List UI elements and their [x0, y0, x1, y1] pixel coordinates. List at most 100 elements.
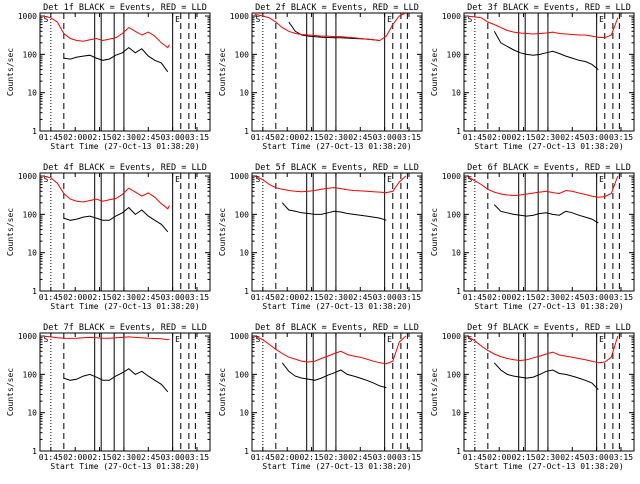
- y-tick-label: 10: [239, 89, 249, 98]
- plot-frame: [463, 12, 635, 132]
- x-tick-label: 03:00: [585, 293, 609, 302]
- x-tick-label: 01:45: [463, 453, 487, 462]
- y-axis-label: Counts/sec: [218, 208, 227, 256]
- x-tick-label: 02:30: [112, 293, 136, 302]
- y-tick-label: 100: [447, 210, 462, 219]
- x-tick-label: 02:00: [487, 133, 511, 142]
- x-tick-label: 01:45: [251, 453, 275, 462]
- x-tick-label: 03:00: [161, 453, 185, 462]
- x-axis-label: Start Time (27-Oct-13 01:38:20): [50, 302, 199, 311]
- x-tick-label: 02:45: [136, 133, 160, 142]
- marker-label-S: S: [44, 15, 49, 24]
- x-axis-label: Start Time (27-Oct-13 01:38:20): [50, 142, 199, 151]
- y-tick-label: 1000: [442, 172, 461, 181]
- x-tick-label: 03:15: [397, 293, 421, 302]
- x-tick-label: 03:00: [585, 453, 609, 462]
- chart-panel-1: Det 1f BLACK = Events, RED = LLD 1 10 100 10…: [6, 3, 211, 151]
- plot-frame: [251, 12, 423, 132]
- x-tick-label: 02:30: [112, 453, 136, 462]
- series-lld-line: [254, 13, 407, 42]
- marker-label-E: E: [387, 175, 392, 184]
- y-axis-label: Counts/sec: [218, 48, 227, 96]
- series-lld-line: [42, 335, 170, 341]
- chart-panel-2: Det 2f BLACK = Events, RED = LLD 1 10 100 10…: [218, 3, 423, 151]
- series-lld-line: [42, 175, 170, 210]
- series-lld-line: [466, 15, 619, 39]
- y-tick-label: 10: [239, 409, 249, 418]
- x-tick-label: 03:00: [161, 133, 185, 142]
- marker-label-E: E: [175, 175, 180, 184]
- x-tick-label: 02:45: [560, 293, 584, 302]
- panel-title: Det 9f BLACK = Events, RED = LLD: [467, 323, 631, 333]
- x-tick-label: 02:00: [63, 133, 87, 142]
- marker-label-E: E: [599, 15, 604, 24]
- x-tick-label: 03:00: [373, 133, 397, 142]
- y-tick-label: 1: [32, 287, 37, 296]
- marker-label-S: S: [468, 335, 473, 344]
- panel-title: Det 6f BLACK = Events, RED = LLD: [467, 163, 631, 173]
- x-tick-label: 01:45: [463, 133, 487, 142]
- chart-panel-6: Det 6f BLACK = Events, RED = LLD 1 10 100 10…: [430, 163, 635, 311]
- y-tick-label: 1: [32, 447, 37, 456]
- x-tick-label: 02:15: [88, 453, 112, 462]
- plot-frame: [251, 332, 423, 452]
- series-events-line: [493, 204, 599, 224]
- x-tick-label: 01:45: [39, 293, 63, 302]
- y-tick-label: 1: [32, 127, 37, 136]
- x-tick-label: 02:15: [88, 133, 112, 142]
- x-axis-label: Start Time (27-Oct-13 01:38:20): [262, 142, 411, 151]
- y-axis-label: Counts/sec: [218, 368, 227, 416]
- x-tick-label: 02:15: [300, 453, 324, 462]
- y-tick-label: 10: [451, 249, 461, 258]
- x-axis-label: Start Time (27-Oct-13 01:38:20): [474, 142, 623, 151]
- chart-panel-3: Det 3f BLACK = Events, RED = LLD 1 10 100 10…: [430, 3, 635, 151]
- series-lld-line: [42, 15, 170, 49]
- series-events-line: [281, 362, 387, 389]
- y-axis-label: Counts/sec: [6, 208, 15, 256]
- plot-frame: [39, 12, 211, 132]
- chart-panel-5: Det 5f BLACK = Events, RED = LLD 1 10 100 10…: [218, 163, 423, 311]
- y-tick-label: 100: [235, 50, 250, 59]
- chart-panel-4: Det 4f BLACK = Events, RED = LLD 1 10 100 10…: [6, 163, 211, 311]
- series-lld-line: [466, 175, 619, 198]
- series-lld-line: [466, 335, 619, 364]
- plot-frame: [463, 332, 635, 452]
- x-tick-label: 03:00: [373, 293, 397, 302]
- x-axis-label: Start Time (27-Oct-13 01:38:20): [262, 302, 411, 311]
- x-axis-label: Start Time (27-Oct-13 01:38:20): [50, 462, 199, 471]
- y-axis-label: Counts/sec: [430, 208, 439, 256]
- series-events-line: [493, 362, 599, 390]
- y-tick-label: 1000: [18, 12, 37, 21]
- x-tick-label: 02:15: [512, 133, 536, 142]
- y-tick-label: 1000: [18, 172, 37, 181]
- series-events-line: [281, 202, 387, 221]
- y-tick-label: 1000: [230, 332, 249, 341]
- panel-title: Det 1f BLACK = Events, RED = LLD: [43, 3, 207, 13]
- chart-panel-7: Det 7f BLACK = Events, RED = LLD 1 10 100 10…: [6, 323, 211, 471]
- y-tick-label: 1: [456, 447, 461, 456]
- marker-label-S: S: [468, 15, 473, 24]
- marker-label-S: S: [256, 15, 261, 24]
- marker-label-S: S: [256, 175, 261, 184]
- plot-frame: [39, 172, 211, 292]
- y-tick-label: 1000: [230, 172, 249, 181]
- x-tick-label: 01:45: [251, 133, 275, 142]
- x-tick-label: 03:00: [161, 293, 185, 302]
- x-tick-label: 02:30: [112, 133, 136, 142]
- x-tick-label: 01:45: [39, 133, 63, 142]
- y-tick-label: 10: [27, 249, 37, 258]
- y-tick-label: 100: [235, 210, 250, 219]
- x-tick-label: 03:15: [397, 453, 421, 462]
- plot-frame: [251, 172, 423, 292]
- marker-label-E: E: [599, 335, 604, 344]
- series-lld-line: [254, 175, 407, 194]
- y-tick-label: 1: [456, 127, 461, 136]
- x-tick-label: 02:00: [63, 453, 87, 462]
- marker-label-E: E: [175, 15, 180, 24]
- y-axis-label: Counts/sec: [6, 368, 15, 416]
- y-tick-label: 1: [244, 287, 249, 296]
- x-tick-label: 02:00: [275, 453, 299, 462]
- x-tick-label: 03:15: [609, 293, 633, 302]
- series-events-line: [63, 46, 169, 73]
